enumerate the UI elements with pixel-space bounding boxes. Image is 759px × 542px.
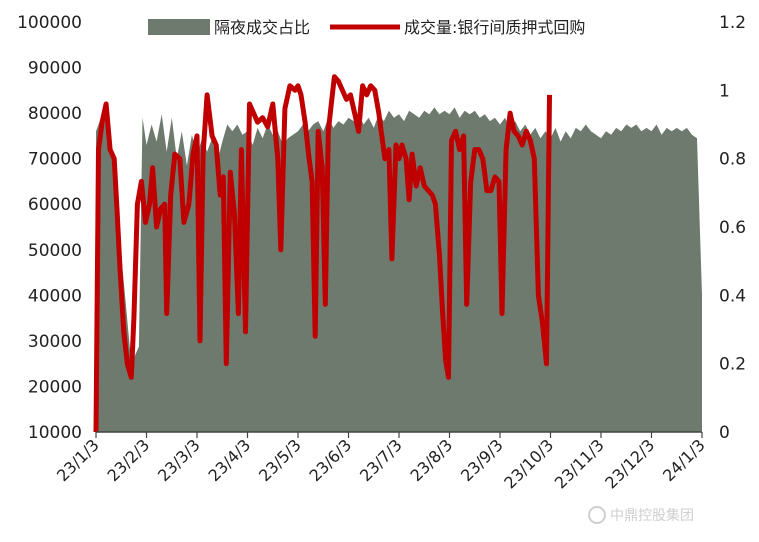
y-left-tick-label: 10000 [28,423,82,443]
y-left-tick-label: 70000 [28,150,82,170]
x-axis: 23/1/3 23/2/3 23/3/3 23/4/3 23/5/3 23/6/3 23/7… [53,435,709,492]
line-series-repo-volume [93,74,552,433]
x-tick-label: 23/5/3 [255,435,305,485]
x-tick-label: 23/11/3 [551,435,608,492]
x-tick-label: 23/3/3 [154,435,204,485]
x-tick-label: 23/6/3 [305,435,355,485]
x-tick-label: 23/12/3 [601,435,658,492]
line-layer [93,74,552,433]
x-tick-label: 23/8/3 [406,435,456,485]
y-left-tick-label: 30000 [28,332,82,352]
y-axis-right: 0 0.2 0.4 0.6 0.8 1 1.2 [719,13,746,443]
y-right-tick-label: 0.4 [719,286,746,306]
y-right-tick-label: 1 [719,81,730,101]
y-axis-left: 10000 20000 30000 40000 50000 60000 70000 80000… [17,13,82,443]
x-tick-label: 23/7/3 [356,435,406,485]
legend-area-label: 隔夜成交占比 [214,18,310,37]
y-left-tick-label: 40000 [28,286,82,306]
legend: 隔夜成交占比 成交量:银行间质押式回购 [148,18,585,37]
y-right-tick-label: 1.2 [719,13,746,33]
legend-area-swatch [148,19,210,35]
y-left-tick-label: 80000 [28,104,82,124]
watermark: 中鼎控股集团 [588,506,694,524]
y-right-tick-label: 0.2 [719,355,746,375]
axis-layer [95,431,703,438]
x-tick-label: 23/9/3 [457,435,507,485]
x-tick-label: 23/4/3 [204,435,254,485]
watermark-icon [588,506,606,524]
y-right-tick-label: 0 [719,423,730,443]
x-tick-label: 24/1/3 [659,435,709,485]
y-left-tick-label: 50000 [28,241,82,261]
legend-line-label: 成交量:银行间质押式回购 [404,18,585,37]
y-right-tick-label: 0.8 [719,150,746,170]
y-left-tick-label: 20000 [28,377,82,397]
x-tick-label: 23/10/3 [500,435,557,492]
y-left-tick-label: 90000 [28,59,82,79]
y-right-tick-label: 0.6 [719,218,746,238]
y-left-tick-label: 100000 [17,13,82,33]
y-left-tick-label: 60000 [28,195,82,215]
x-tick-label: 23/2/3 [103,435,153,485]
watermark-text: 中鼎控股集团 [610,507,694,524]
